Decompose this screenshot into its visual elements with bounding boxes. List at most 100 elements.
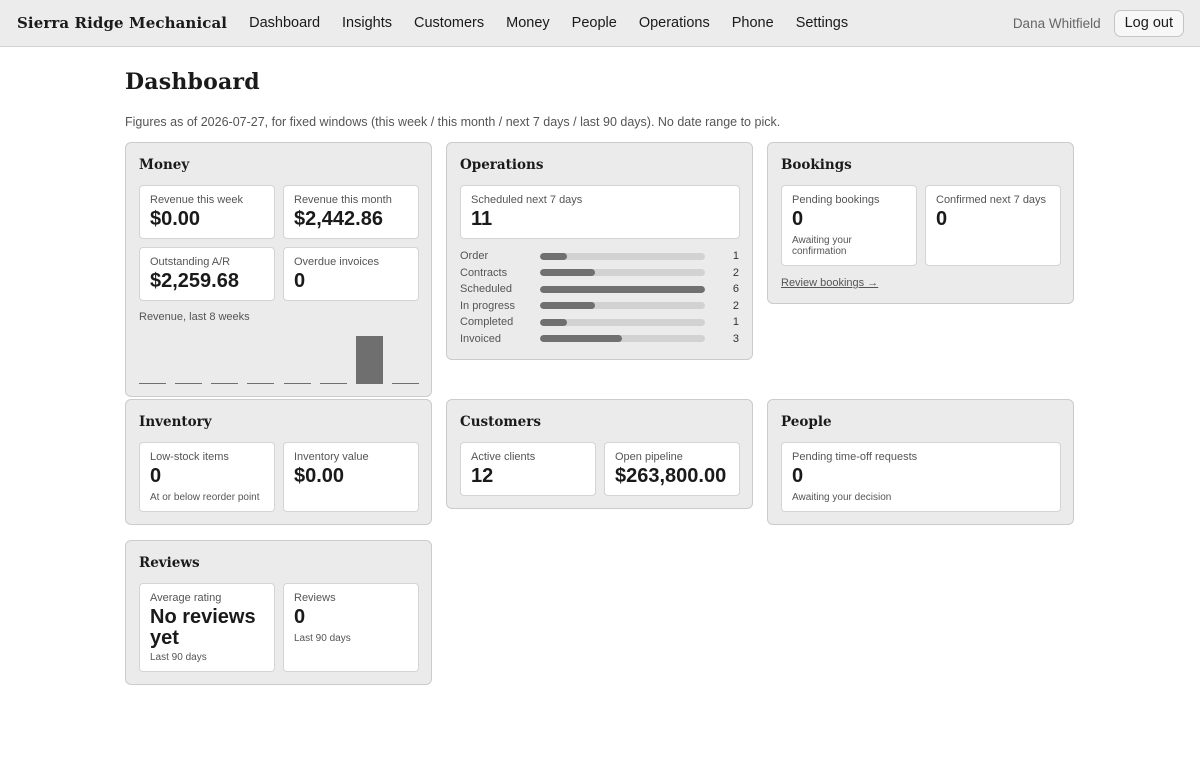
inventory-value-card: Inventory value $0.00 [283,442,419,512]
pending-bookings-value: 0 [792,208,804,230]
nav-money[interactable]: Money [506,15,550,31]
outstanding-ar-label: Outstanding A/R [150,256,231,268]
revenue-bar [139,383,166,384]
reviews-count-card: Reviews 0 Last 90 days [283,583,419,672]
job-pipeline: Order 1 Contracts 2 Scheduled 6 In progr… [460,248,739,347]
pipeline-row-contracts: Contracts 2 [460,265,739,282]
revenue-bar [392,383,419,384]
reviews-count-note: Last 90 days [294,633,351,644]
scheduled-value: 11 [471,208,493,230]
dashboard-content: Dashboard Figures as of 2026-07-27, for … [0,47,1200,702]
nav-customers[interactable]: Customers [414,15,485,31]
confirmed-bookings-label: Confirmed next 7 days [936,194,1047,206]
page-title: Dashboard [125,69,260,95]
revenue-month-value: $2,442.86 [294,208,383,230]
time-off-value: 0 [792,465,804,487]
customers-title: Customers [460,414,541,430]
people-panel: People Pending time-off requests 0 Await… [767,399,1074,525]
active-clients-value: 12 [471,465,494,487]
stage-fill [539,318,568,326]
revenue-bar [175,383,203,384]
active-clients-card: Active clients 12 [460,442,596,496]
page-subtitle: Figures as of 2026-07-27, for fixed wind… [125,115,781,129]
stage-label: Order [460,250,489,263]
low-stock-label: Low-stock items [150,451,229,463]
pending-bookings-label: Pending bookings [792,194,880,206]
confirmed-bookings-value: 0 [936,208,948,230]
revenue-bar [355,336,383,384]
overdue-invoices-label: Overdue invoices [294,256,379,268]
user-name: Dana Whitfield [1012,15,1101,31]
stage-fill [539,335,623,343]
people-title: People [781,414,832,430]
stage-count: 1 [732,316,739,329]
pipeline-row-completed: Completed 1 [460,314,739,331]
nav-settings[interactable]: Settings [795,15,849,31]
pending-bookings-note: Awaiting your confirmation [792,235,852,257]
time-off-note: Awaiting your decision [792,492,892,503]
top-nav-bar: Sierra Ridge Mechanical Dashboard Insigh… [0,0,1200,47]
inventory-value-value: $0.00 [294,465,345,487]
revenue-chart [139,329,419,384]
inventory-title: Inventory [139,414,212,430]
revenue-bar [247,383,275,384]
reviews-count-label: Reviews [294,592,336,604]
average-rating-label: Average rating [150,592,222,604]
operations-panel: Operations Scheduled next 7 days 11 Orde… [446,142,753,360]
stage-label: Scheduled [460,283,512,296]
stage-count: 1 [732,250,739,263]
bookings-panel: Bookings Pending bookings 0 Awaiting you… [767,142,1074,304]
nav-operations[interactable]: Operations [638,15,710,31]
stage-count: 2 [732,266,739,279]
stage-fill [539,302,595,310]
revenue-week-label: Revenue this week [150,194,243,206]
low-stock-card: Low-stock items 0 At or below reorder po… [139,442,275,512]
overdue-invoices-card: Overdue invoices 0 [283,247,419,301]
confirmed-bookings-card: Confirmed next 7 days 0 [925,185,1061,266]
stage-label: Contracts [460,266,508,279]
pipeline-row-order: Order 1 [460,248,739,265]
stage-fill [539,269,595,277]
stage-label: Invoiced [460,332,501,345]
pipeline-row-scheduled: Scheduled 6 [460,281,739,298]
reviews-panel: Reviews Average rating No reviews yet La… [125,540,432,685]
scheduled-next-7-days-card: Scheduled next 7 days 11 [460,185,740,239]
revenue-week-card: Revenue this week $0.00 [139,185,275,239]
nav-people[interactable]: People [571,15,617,31]
open-pipeline-card: Open pipeline $263,800.00 [604,442,740,496]
low-stock-note: At or below reorder point [150,492,260,503]
revenue-chart-title: Revenue, last 8 weeks [139,311,250,323]
nav-phone[interactable]: Phone [731,15,774,31]
time-off-label: Pending time-off requests [792,451,918,463]
review-bookings-link[interactable]: Review bookings → [781,277,879,289]
stage-label: Completed [460,316,514,329]
stage-track [539,269,706,277]
nav-insights[interactable]: Insights [342,15,393,31]
dashboard-grid: Money Revenue this week $0.00 Revenue th… [125,142,1075,702]
stage-track [539,302,706,310]
stage-track [539,252,706,260]
average-rating-value: No reviews yet [150,606,256,649]
stage-count: 3 [732,332,739,345]
stage-track [539,318,706,326]
reviews-title: Reviews [139,555,200,571]
stage-track [539,335,706,343]
average-rating-note: Last 90 days [150,652,207,663]
stage-count: 6 [732,283,739,296]
average-rating-card: Average rating No reviews yet Last 90 da… [139,583,275,672]
outstanding-ar-value: $2,259.68 [150,270,239,292]
money-title: Money [139,157,190,173]
open-pipeline-label: Open pipeline [615,451,683,463]
pipeline-row-invoiced: Invoiced 3 [460,331,739,348]
customers-panel: Customers Active clients 12 Open pipelin… [446,399,753,509]
pending-bookings-card: Pending bookings 0 Awaiting your confirm… [781,185,917,266]
nav-dashboard[interactable]: Dashboard [249,15,321,31]
stage-label: In progress [460,299,516,312]
scheduled-label: Scheduled next 7 days [471,194,583,206]
money-panel: Money Revenue this week $0.00 Revenue th… [125,142,432,397]
stage-count: 2 [732,299,739,312]
stage-fill [539,285,706,293]
logout-button[interactable]: Log out [1113,9,1184,37]
brand-name[interactable]: Sierra Ridge Mechanical [17,14,228,32]
revenue-month-label: Revenue this month [294,194,392,206]
